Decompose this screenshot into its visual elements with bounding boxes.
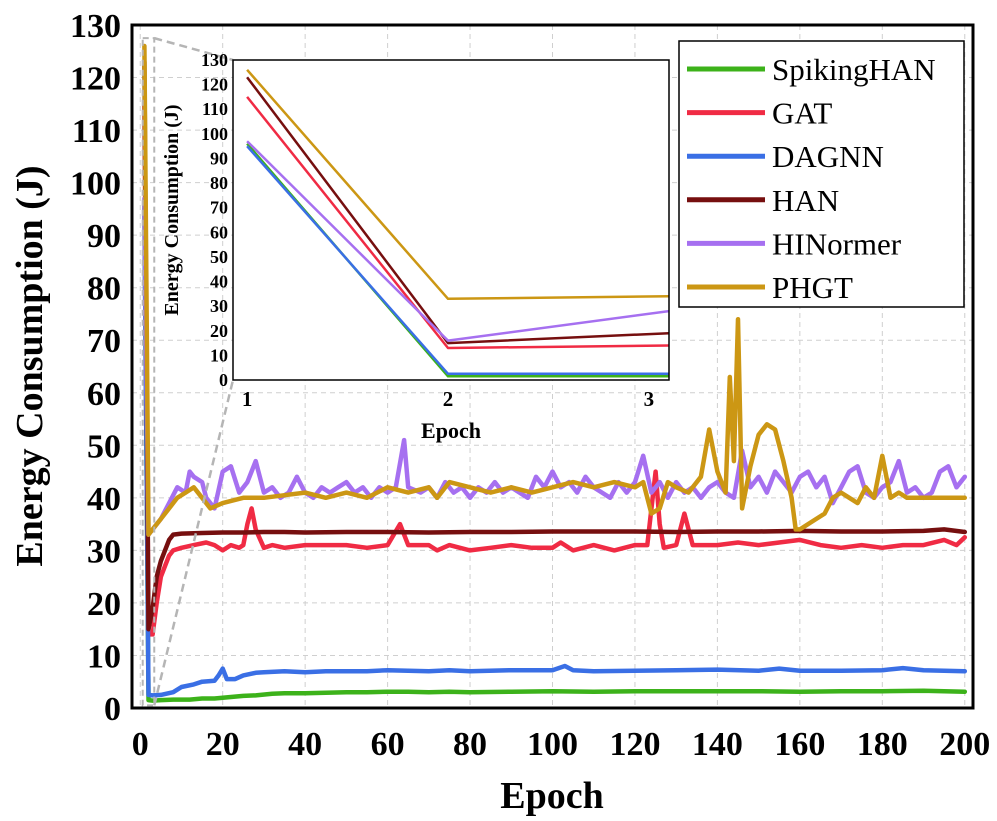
inset-series-line-hinormer: [246, 140, 669, 342]
series-line-spikinghan: [142, 201, 968, 703]
inset-x-axis-title: Epoch: [421, 418, 481, 443]
inset-x-tick-label: 2: [443, 387, 454, 411]
inset-background: [233, 60, 669, 380]
inset-y-tick-label: 130: [201, 50, 228, 70]
inset-x-tick-label: 1: [242, 387, 253, 411]
series-line-han: [142, 59, 968, 632]
y-tick-label: 10: [87, 638, 121, 675]
x-tick-label: 180: [857, 726, 908, 763]
main-gridlines: [132, 24, 973, 709]
inset-y-tick-label: 30: [210, 296, 228, 316]
inset-series-line-phgt: [246, 68, 669, 301]
inset-y-tick-label: 50: [210, 247, 228, 267]
main-y-axis-title: Energy Consumption (J): [9, 165, 51, 566]
legend-label: HAN: [772, 183, 839, 218]
y-tick-label: 90: [87, 218, 121, 255]
legend-item-han: HAN: [687, 183, 839, 218]
y-tick-label: 60: [87, 376, 121, 413]
legend-label: SpikingHAN: [772, 52, 936, 87]
inset-y-tick-label: 100: [201, 124, 228, 144]
inset-series-line-gat: [246, 96, 669, 350]
legend-box: [678, 40, 965, 308]
series-line-gat: [142, 101, 968, 637]
legend-item-dagnn: DAGNN: [687, 139, 884, 174]
x-tick-label: 140: [692, 726, 743, 763]
y-tick-label: 100: [70, 166, 121, 203]
legend-item-hinormer: HINormer: [687, 226, 902, 261]
x-tick-label: 60: [371, 726, 405, 763]
y-tick-label: 50: [87, 428, 121, 465]
inset-y-tick-label: 60: [210, 222, 228, 242]
legend-item-gat: GAT: [687, 96, 832, 131]
y-tick-label: 30: [87, 533, 121, 570]
series-line-dagnn: [142, 206, 968, 698]
y-tick-label: 130: [70, 8, 121, 45]
inset-x-tick-label: 3: [644, 387, 655, 411]
series-line-phgt: [142, 43, 968, 537]
inset-y-tick-label: 80: [210, 173, 228, 193]
inset-y-tick-label: 0: [219, 370, 228, 390]
zoom-connector-bottom: [153, 379, 235, 706]
x-tick-label: 0: [132, 726, 149, 763]
x-tick-label: 120: [609, 726, 660, 763]
inset-series-line-han: [246, 76, 669, 345]
y-tick-label: 40: [87, 481, 121, 518]
y-tick-label: 120: [70, 61, 121, 98]
y-tick-label: 110: [72, 113, 121, 150]
inset-y-tick-label: 70: [210, 198, 228, 218]
main-plot-frame: [130, 23, 975, 710]
inset-series-line-dagnn: [246, 145, 669, 376]
x-tick-label: 80: [453, 726, 487, 763]
legend-label: PHGT: [772, 270, 853, 305]
inset-y-tick-label: 110: [202, 99, 228, 119]
x-tick-label: 20: [206, 726, 240, 763]
legend-label: GAT: [772, 96, 832, 131]
legend-item-phgt: PHGT: [687, 270, 853, 305]
legend: SpikingHAN GAT DAGNN HAN HINormer PHGT: [678, 40, 965, 308]
inset-zoom-guides: [141, 36, 235, 707]
x-tick-label: 100: [527, 726, 578, 763]
inset-y-axis-title: Energy Consumption (J): [161, 104, 183, 315]
y-tick-label: 0: [104, 691, 121, 728]
main-series-lines: [142, 43, 968, 703]
inset-y-tick-label: 120: [201, 75, 228, 95]
inset-plot-frame: [232, 59, 670, 381]
y-tick-label: 70: [87, 323, 121, 360]
inset-y-tick-label: 40: [210, 272, 228, 292]
legend-label: DAGNN: [772, 139, 884, 174]
inset-y-tick-label: 90: [210, 148, 228, 168]
x-tick-label: 200: [939, 726, 990, 763]
inset-y-tick-label: 10: [210, 345, 228, 365]
legend-item-spikinghan: SpikingHAN: [687, 52, 936, 87]
main-x-axis-title: Epoch: [500, 775, 603, 817]
main-tick-labels: 0 20 40 60 80 100 120 140 160 180 2000102030405060…: [70, 8, 990, 763]
legend-label: HINormer: [772, 226, 902, 261]
zoom-region-box: [141, 37, 156, 707]
x-tick-label: 160: [774, 726, 825, 763]
x-tick-label: 40: [288, 726, 322, 763]
y-tick-label: 20: [87, 586, 121, 623]
inset-y-tick-label: 20: [210, 321, 228, 341]
y-tick-label: 80: [87, 271, 121, 308]
zoom-connector-top: [153, 36, 234, 62]
inset-series-lines: [246, 68, 669, 378]
